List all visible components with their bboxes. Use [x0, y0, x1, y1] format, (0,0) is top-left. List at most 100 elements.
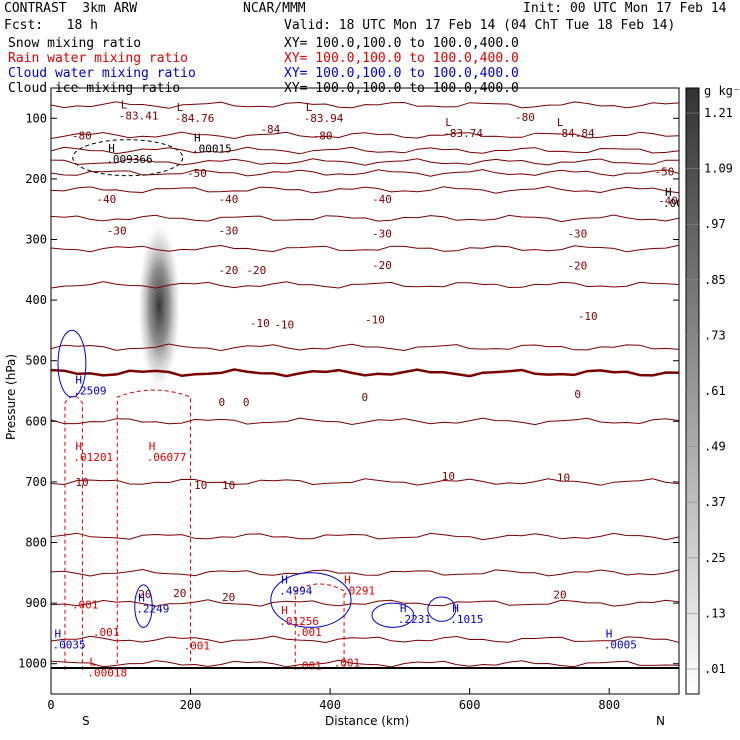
- temperature-contour-label: 10: [75, 476, 88, 489]
- temperature-contour-label: -20: [372, 259, 392, 272]
- cloudwater-contour-line: [270, 572, 352, 628]
- rain-contour-label: .001: [295, 660, 322, 673]
- temperature-contour-line: [51, 659, 679, 668]
- field-rain: Rain water mixing ratio: [8, 51, 189, 66]
- temperature-contour-label: -80: [72, 129, 92, 142]
- temperature-contour-label: -10: [274, 318, 294, 331]
- extremum-marker: H: [149, 440, 156, 453]
- extremum-value: .0006: [663, 197, 696, 210]
- extremum-value: -84.76: [175, 112, 215, 125]
- extremum-marker: H: [606, 628, 613, 641]
- field-rain-xy: XY= 100.0,100.0 to 100.0,400.0: [284, 51, 519, 66]
- extremum-value: -83.41: [119, 110, 159, 123]
- extremum-marker: L: [177, 101, 184, 114]
- y-tick-label: 800: [25, 536, 47, 550]
- temperature-contour-label: -50: [655, 166, 675, 179]
- extremum-value: -83.94: [304, 112, 344, 125]
- x-end-label-right: N: [656, 714, 665, 728]
- temperature-contour-line: [51, 146, 679, 155]
- init-time: Init: 00 UTC Mon 17 Feb 14: [523, 1, 727, 16]
- x-tick-label: 400: [319, 698, 341, 712]
- x-tick-label: 600: [459, 698, 481, 712]
- rain-contour-label: .001: [295, 626, 322, 639]
- colorbar-unit: g kg⁻¹: [704, 84, 740, 98]
- temperature-contour-label: -20: [567, 260, 587, 273]
- temperature-contour-label: 10: [442, 470, 455, 483]
- extremum-marker: H: [54, 628, 61, 641]
- temperature-contour-label: -84: [260, 123, 280, 136]
- cloudice-contour-line: [72, 139, 184, 177]
- colorbar-tick-label: 1.09: [704, 162, 733, 176]
- extremum-value: .0291: [342, 585, 375, 598]
- extremum-marker: H: [108, 142, 115, 155]
- extremum-marker: H: [194, 131, 201, 144]
- snow-shading: [137, 219, 182, 393]
- extremum-marker: L: [89, 656, 96, 669]
- temperature-contour-label: -30: [218, 224, 238, 237]
- temperature-contour-line: [51, 214, 679, 223]
- colorbar-tick-label: .73: [704, 328, 726, 342]
- colorbar-tick-label: .13: [704, 606, 726, 620]
- temperature-contour-label: -80: [515, 111, 535, 124]
- temperature-contour-label: 20: [553, 589, 566, 602]
- colorbar-tick-label: .01: [704, 662, 726, 676]
- extremum-marker: L: [306, 101, 313, 114]
- temperature-contour-label: -30: [372, 227, 392, 240]
- y-tick-label: 400: [25, 293, 47, 307]
- y-tick-label: 200: [25, 172, 47, 186]
- temperature-contour-label: 20: [173, 587, 186, 600]
- extremum-value: .4994: [279, 585, 312, 598]
- temperature-contour-line: [51, 532, 679, 541]
- extremum-value: -84.84: [555, 127, 595, 140]
- x-tick-label: 800: [598, 698, 620, 712]
- colorbar: .01 .13 .25 .37 .49 .61 .73 .85 .97 1.09 1.21: [685, 87, 733, 695]
- extremum-value: .01201: [73, 451, 113, 464]
- plot-area: -80 -84 -80 -80 -50 -50 -40 -40 -40 -40 -30 -30 -30 -…: [51, 99, 696, 680]
- temperature-contour-label: -30: [567, 227, 587, 240]
- rain-contour-line: [116, 389, 192, 664]
- extremum-marker: L: [121, 99, 128, 112]
- extremum-marker: H: [75, 440, 82, 453]
- extremum-marker: H: [138, 591, 145, 604]
- field-snow: Snow mixing ratio: [8, 36, 142, 51]
- extremum-marker: H: [344, 574, 351, 587]
- field-cloudwater-xy: XY= 100.0,100.0 to 100.0,400.0: [284, 66, 519, 81]
- extremum-marker: H: [400, 602, 407, 615]
- colorbar-tick-label: .61: [704, 384, 726, 398]
- forecast-hour: Fcst: 18 h: [4, 18, 98, 33]
- extremum-value: .00015: [192, 142, 232, 155]
- extremum-marker: L: [557, 116, 564, 129]
- y-axis-title: Pressure (hPa): [4, 354, 18, 440]
- temperature-contour-label: -80: [313, 129, 333, 142]
- temperature-contour-label: -20: [218, 264, 238, 277]
- cloudwater-contour-line: [134, 584, 153, 628]
- extremum-value: .2249: [136, 602, 169, 615]
- temperature-contour-line: [51, 417, 679, 426]
- temperature-contour-label: 20: [222, 591, 235, 604]
- colorbar-tick-label: .37: [704, 495, 726, 509]
- y-tick-label: 100: [25, 111, 47, 125]
- temperature-contour-label: -10: [365, 313, 385, 326]
- rain-contour-label: .001: [334, 656, 361, 669]
- valid-time: Valid: 18 UTC Mon 17 Feb 14 (04 ChT Tue …: [284, 18, 676, 33]
- temperature-contour-line: [51, 343, 679, 352]
- temperature-contour-label: -20: [246, 264, 266, 277]
- temperature-contour-line: [51, 101, 679, 109]
- field-cloudwater: Cloud water mixing ratio: [8, 66, 196, 81]
- temperature-contour-label: -50: [187, 167, 207, 180]
- temperature-contour-line: [51, 478, 679, 486]
- extremum-value: .2231: [398, 613, 431, 626]
- title-left: CONTRAST 3km ARW: [4, 1, 138, 16]
- cloudwater-contour-line: [371, 602, 415, 628]
- colorbar-tick-label: 1.21: [704, 106, 733, 120]
- temperature-contour-label: -40: [96, 193, 116, 206]
- field-snow-xy: XY= 100.0,100.0 to 100.0,400.0: [284, 36, 519, 51]
- temperature-contour-line: [51, 169, 679, 177]
- temperature-contour-label: -10: [250, 317, 270, 330]
- rain-contour-label: .001: [93, 626, 120, 639]
- extremum-value: .009366: [106, 153, 152, 166]
- temperature-contour-label: -30: [107, 224, 127, 237]
- temperature-contour-label: 20: [138, 588, 151, 601]
- temperature-contour-line: [51, 568, 679, 577]
- x-end-label-left: S: [82, 714, 90, 728]
